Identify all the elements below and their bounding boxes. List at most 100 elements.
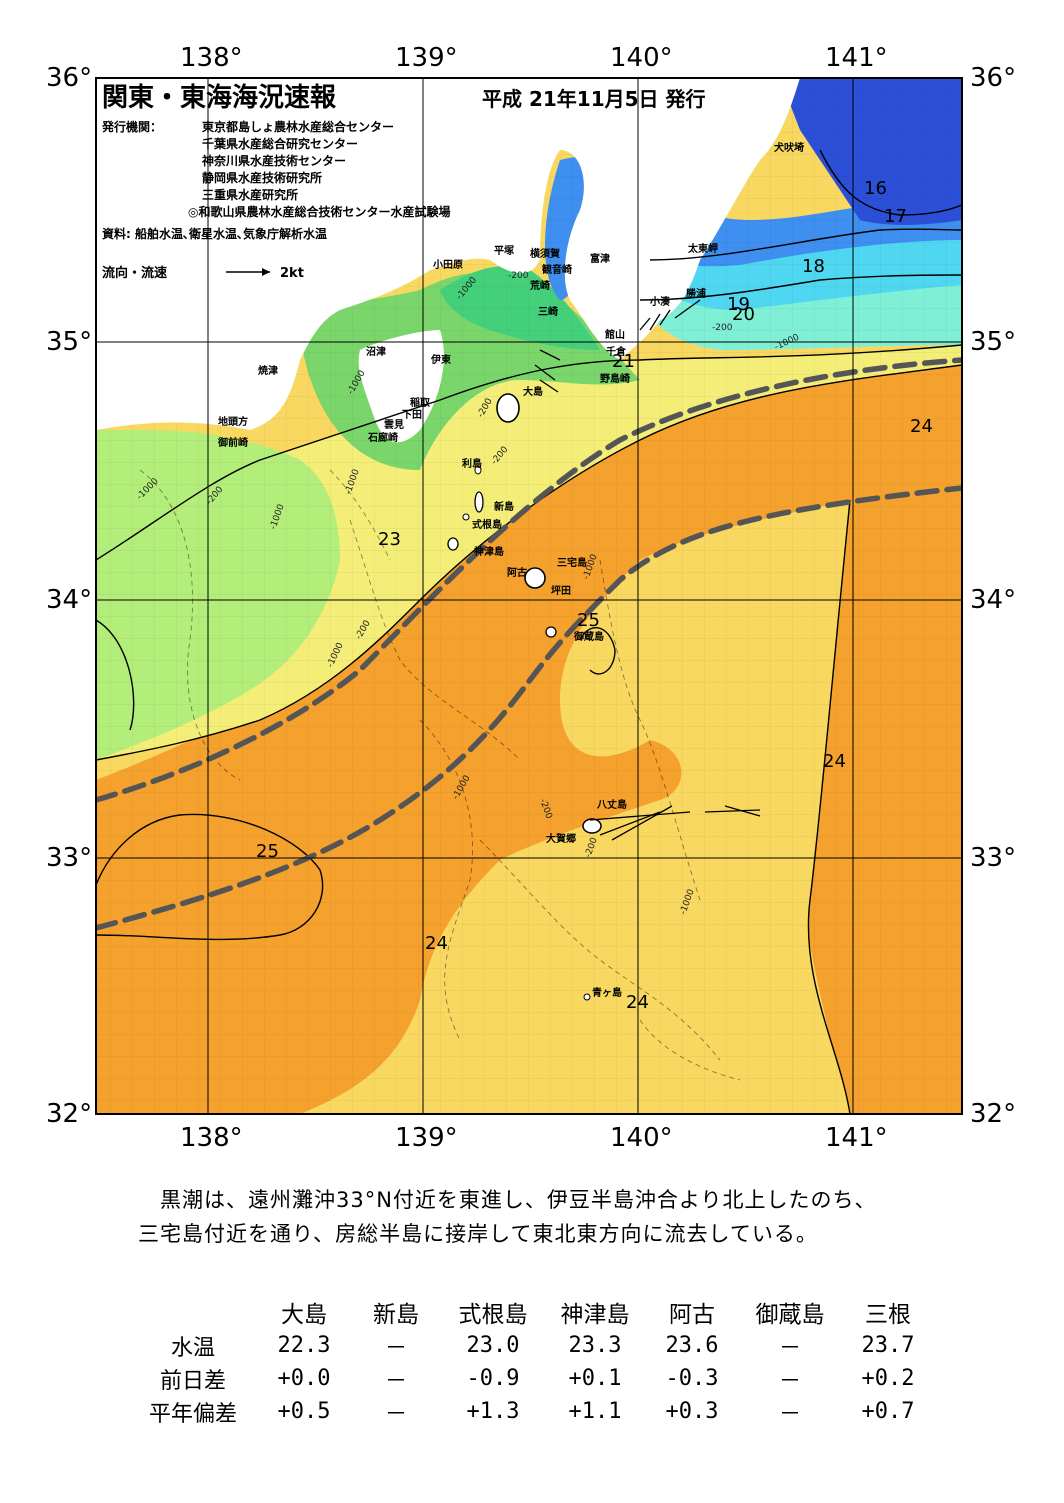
- table-cell: +0.7: [861, 1399, 915, 1424]
- lat-tick: 32°: [970, 1099, 1016, 1129]
- sea-temperature-map: 138° 139° 140° 141° 138° 139° 140° 141° …: [46, 43, 1016, 1153]
- table-cell: 23.6: [665, 1333, 719, 1358]
- table-header: 大島: [281, 1302, 327, 1328]
- place-name: 沼津: [366, 345, 386, 358]
- place-name: 阿古: [507, 566, 527, 579]
- lon-tick: 140°: [610, 43, 673, 73]
- summary-text: 黒潮は、遠州灘沖33°N付近を東進し、伊豆半島沖合より北上したのち、 三宅島付近…: [138, 1183, 998, 1251]
- place-name: 野島崎: [600, 372, 630, 385]
- isotherm-label: 24: [626, 992, 649, 1013]
- place-name: 大賀郷: [546, 832, 576, 845]
- isotherm-label: 16: [864, 178, 887, 199]
- table-cell: +0.0: [277, 1366, 331, 1391]
- current-arrows: [534, 299, 761, 841]
- table-cell: +0.3: [665, 1399, 719, 1424]
- island-miyake: [524, 567, 546, 589]
- place-name: 小湊: [649, 295, 671, 308]
- table-cell: －: [778, 1335, 801, 1361]
- isotherm-label: 24: [823, 751, 846, 772]
- place-name: 横須賀: [530, 247, 560, 260]
- publisher: 東京都島しょ農林水産総合センター: [202, 119, 394, 134]
- isotherm-label: 20: [732, 304, 755, 325]
- place-name: 御前崎: [217, 436, 248, 449]
- table-cell: -0.3: [665, 1366, 719, 1391]
- place-name: 新島: [494, 500, 514, 513]
- island-oshima: [496, 393, 520, 423]
- lat-tick: 33°: [970, 843, 1016, 873]
- place-name: 青ヶ島: [592, 986, 622, 999]
- summary-line: 黒潮は、遠州灘沖33°N付近を東進し、伊豆半島沖合より北上したのち、: [160, 1188, 877, 1212]
- place-name: 太東岬: [687, 242, 718, 255]
- table-header: 三根: [865, 1302, 911, 1328]
- isotherm-labels: 16 17 18 19 20 21 23 24 24 25 24 25 24 2…: [256, 178, 933, 1013]
- lat-tick: 36°: [970, 63, 1016, 93]
- lon-ticks-bottom: 138° 139° 140° 141°: [180, 1123, 888, 1153]
- place-name: 焼津: [258, 364, 278, 377]
- place-name: 平塚: [494, 244, 514, 257]
- lat-tick: 36°: [46, 63, 92, 93]
- lon-tick: 141°: [825, 43, 888, 73]
- table-cell: 22.3: [277, 1333, 331, 1358]
- map-title: 関東・東海海況速報: [102, 83, 337, 113]
- lat-ticks-right: 36° 35° 34° 33° 32°: [970, 63, 1016, 1129]
- place-names: 犬吠埼 太東岬 勝浦 小湊 館山 千倉 野島崎 富津 観音崎 横須賀 平塚 荒崎…: [217, 141, 804, 999]
- lon-tick: 139°: [395, 1123, 458, 1153]
- kuroshio-axis: [96, 357, 962, 931]
- place-name: 神津島: [474, 545, 504, 558]
- isotherm-label: 21: [612, 351, 635, 372]
- depth-label: -200: [712, 323, 733, 333]
- summary-line: 三宅島付近を通り、房総半島に接岸して東北東方向に流去している。: [138, 1222, 818, 1246]
- table-cell: －: [384, 1368, 407, 1394]
- table-cell: +1.3: [466, 1399, 520, 1424]
- place-name: 式根島: [472, 518, 502, 531]
- place-name: 三崎: [538, 305, 558, 318]
- flow-legend-label: 流向・流速: [102, 265, 167, 281]
- lat-tick: 34°: [46, 585, 92, 615]
- place-name: 石廊崎: [367, 431, 398, 444]
- table-cell: －: [778, 1401, 801, 1427]
- isotherm-label: 19: [727, 294, 750, 315]
- depth-label: -200: [508, 271, 529, 281]
- isotherm-label: 25: [577, 610, 600, 631]
- table-cell: －: [384, 1401, 407, 1427]
- lat-tick: 34°: [970, 585, 1016, 615]
- place-name: 御蔵島: [573, 630, 604, 643]
- table-cell: +0.2: [861, 1366, 915, 1391]
- table-header: 阿古: [669, 1302, 715, 1328]
- island-niijima: [474, 491, 484, 513]
- table-corner: [128, 1295, 258, 1329]
- table-header-row: 大島 新島 式根島 神津島 阿古 御蔵島 三根: [128, 1295, 934, 1329]
- place-name: 八丈島: [596, 798, 627, 811]
- place-name: 千倉: [606, 345, 627, 358]
- island-shikinejima: [462, 513, 470, 521]
- publisher-list: 東京都島しょ農林水産総合センター 千葉県水産総合研究センター 神奈川県水産技術セ…: [188, 119, 450, 219]
- place-name: 利島: [462, 457, 482, 470]
- place-name: 伊東: [430, 353, 451, 366]
- publisher: 神奈川県水産技術センター: [202, 153, 346, 168]
- place-name: 館山: [604, 328, 625, 341]
- table-cell: －: [384, 1335, 407, 1361]
- table-cell: 23.0: [466, 1333, 520, 1358]
- isotherm-label: 17: [884, 206, 907, 227]
- isotherm-label: 25: [256, 841, 279, 862]
- table-cell: +0.1: [568, 1366, 622, 1391]
- place-name: 荒崎: [529, 279, 550, 292]
- table-cell: +0.5: [277, 1399, 331, 1424]
- place-name: 犬吠埼: [774, 141, 804, 154]
- lon-ticks-top: 138° 139° 140° 141°: [180, 43, 888, 73]
- place-name: 小田原: [432, 258, 463, 271]
- place-name: 観音崎: [542, 263, 572, 276]
- table-cell: －: [778, 1368, 801, 1394]
- table-header: 御蔵島: [755, 1302, 825, 1328]
- graticule: [96, 78, 962, 1114]
- row-label: 水温: [170, 1335, 215, 1361]
- isotherm-lines: [96, 149, 962, 1114]
- issue-date: 平成 21年11月5日 発行: [482, 87, 706, 111]
- lon-tick: 138°: [180, 1123, 243, 1153]
- table-cell: 23.3: [568, 1333, 622, 1358]
- publisher: 三重県水産研究所: [202, 187, 298, 202]
- publisher: ◎和歌山県農林水産総合技術センター水産試験場: [188, 204, 450, 219]
- table-header: 神津島: [560, 1302, 630, 1328]
- island-hachijo: [582, 818, 602, 834]
- place-name: 雲見: [384, 419, 404, 431]
